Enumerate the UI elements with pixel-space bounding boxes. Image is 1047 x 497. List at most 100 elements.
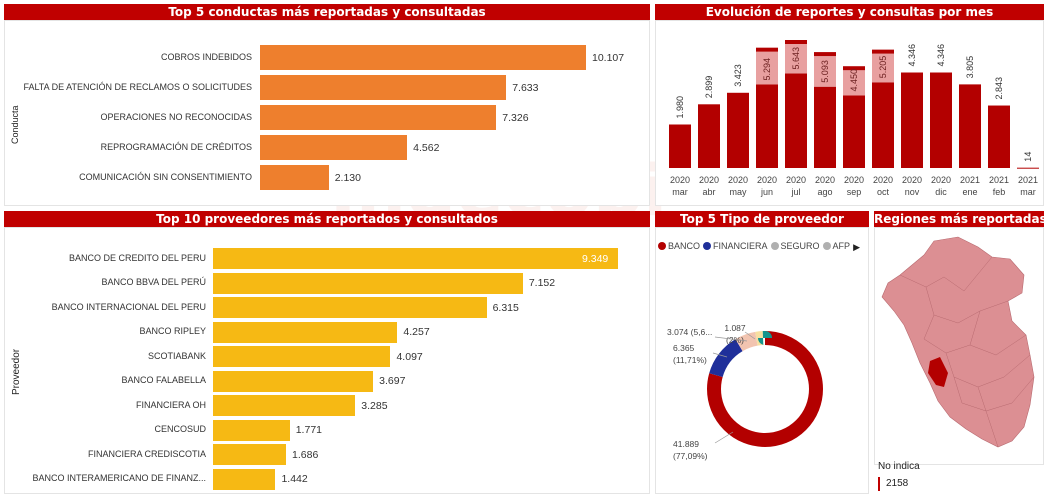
bar[interactable]	[213, 346, 391, 367]
month-axis-label: 2020	[786, 175, 806, 185]
legend-seguro[interactable]: SEGURO	[770, 241, 820, 251]
month-axis-label: oct	[877, 187, 890, 197]
conductas-chart: COBROS INDEBIDOS 10.107 FALTA DE ATENCIÓN …	[4, 20, 650, 206]
donut-slice[interactable]	[707, 331, 823, 447]
month-bar-segment[interactable]	[756, 51, 778, 85]
month-bar[interactable]	[814, 86, 836, 168]
month-value-label: 5.093	[820, 60, 830, 83]
bar-value-label: 1.686	[292, 448, 319, 461]
bar[interactable]	[213, 370, 374, 392]
bar-label: CENCOSUD	[154, 424, 206, 434]
map-tooltip-label: No indica	[878, 461, 920, 472]
bar-value-label: 7.633	[512, 81, 539, 94]
bar[interactable]	[213, 468, 276, 490]
legend-financiera[interactable]: FINANCIERA	[703, 241, 768, 251]
month-value-label: 4.346	[907, 44, 917, 67]
month-axis-label: ene	[962, 187, 977, 197]
bar-label: BANCO INTERAMERICANO DE FINANZ...	[32, 473, 206, 483]
donut-label: 3.074 (5,6...	[667, 327, 712, 337]
month-bar[interactable]	[959, 84, 981, 168]
proveedores-chart: BANCO DE CREDITO DEL PERU 9.349 BANCO BBVA…	[4, 227, 650, 494]
legend-banco[interactable]: BANCO	[658, 241, 700, 251]
bar-label: BANCO BBVA DEL PERÚ	[101, 277, 206, 287]
month-axis-label: ago	[817, 187, 832, 197]
month-axis-label: 2020	[931, 175, 951, 185]
bar-value-label: 1.442	[281, 473, 308, 485]
bar[interactable]	[213, 248, 618, 269]
bar[interactable]	[213, 419, 290, 441]
bar-value-label: 4.097	[396, 350, 423, 363]
bar[interactable]	[213, 395, 356, 416]
month-bar[interactable]	[901, 72, 923, 168]
month-bar-cap	[872, 49, 894, 54]
bar[interactable]	[213, 297, 487, 318]
bar[interactable]	[213, 272, 523, 294]
month-bar[interactable]	[930, 72, 952, 168]
panel-regiones: Regiones más reportadas No indica 2158	[874, 211, 1044, 494]
bar-label: BANCO RIPLEY	[139, 326, 206, 336]
bar[interactable]	[260, 75, 507, 100]
month-axis-label: 2020	[728, 175, 748, 185]
month-value-label: 5.643	[791, 47, 801, 70]
month-bar[interactable]	[872, 82, 894, 168]
month-axis-label: dic	[935, 187, 947, 197]
month-bar-cap	[843, 66, 865, 71]
bar-label: FINANCIERA CREDISCOTIA	[87, 448, 206, 459]
month-bar[interactable]	[727, 92, 749, 168]
month-axis-label: sep	[847, 187, 862, 197]
peru-map[interactable]	[874, 227, 1044, 465]
month-bar-cap	[756, 47, 778, 52]
panel-conductas-title: Top 5 conductas más reportadas y consult…	[4, 4, 650, 20]
bar[interactable]	[260, 105, 497, 130]
month-bar[interactable]	[785, 73, 807, 168]
bar-value-label: 7.326	[502, 111, 529, 124]
lima-region[interactable]	[928, 357, 948, 387]
month-bar[interactable]	[843, 95, 865, 168]
month-axis-label: 2021	[989, 175, 1009, 185]
month-value-label: 3.805	[965, 56, 975, 79]
month-bar-segment[interactable]	[814, 56, 836, 87]
month-bar[interactable]	[1017, 167, 1039, 169]
month-bar-segment[interactable]	[872, 53, 894, 83]
month-bar-segment[interactable]	[843, 70, 865, 96]
bar-value-label: 10.107	[592, 51, 625, 64]
month-bar[interactable]	[756, 84, 778, 168]
legend-financiera-dot	[703, 242, 712, 250]
peru-map-shape[interactable]	[881, 236, 1035, 448]
month-axis-label: 2021	[960, 175, 980, 185]
bar-value-label: 2.130	[334, 171, 361, 184]
bar-value-label: 6.315	[492, 301, 519, 314]
bar-value-label: 3.697	[379, 375, 406, 387]
month-value-label: 14	[1023, 152, 1033, 162]
bar-value-label: 4.257	[403, 326, 430, 338]
month-axis-label: 2020	[902, 175, 922, 185]
peru-region-lines	[899, 256, 1035, 448]
month-value-label: 4.450	[849, 69, 859, 92]
donut-label: 1.087	[724, 323, 746, 333]
panel-proveedores: Top 10 proveedores más reportados y cons…	[4, 211, 650, 494]
donut-label: 6.365	[673, 343, 695, 353]
caret-right-icon[interactable]: ▶	[853, 242, 860, 252]
month-axis-label: may	[729, 187, 747, 197]
month-bar-cap	[785, 40, 807, 44]
month-axis-label: 2021	[1018, 175, 1038, 185]
legend-afp[interactable]: AFP	[822, 241, 850, 251]
month-bar-segment[interactable]	[785, 44, 807, 74]
month-value-label: 3.423	[733, 64, 743, 87]
panel-tipo-title: Top 5 Tipo de proveedor	[655, 211, 869, 227]
month-axis-label: 2020	[844, 175, 864, 185]
bar[interactable]	[260, 45, 586, 70]
donut-label: 41.889	[673, 439, 699, 449]
donut-label-percent: (11,71%)	[673, 355, 707, 365]
bar-label: COMUNICACIÓN SIN CONSENTIMIENTO	[79, 171, 252, 182]
bar-label: COBROS INDEBIDOS	[160, 51, 252, 62]
month-bar[interactable]	[669, 124, 691, 168]
month-bar[interactable]	[698, 104, 720, 168]
panel-regiones-title: Regiones más reportadas	[874, 211, 1044, 227]
month-bar[interactable]	[988, 105, 1010, 168]
donut-leader-line	[744, 331, 756, 340]
bar[interactable]	[213, 444, 287, 465]
bar[interactable]	[213, 321, 398, 343]
bar[interactable]	[260, 135, 408, 160]
bar[interactable]	[260, 165, 329, 190]
